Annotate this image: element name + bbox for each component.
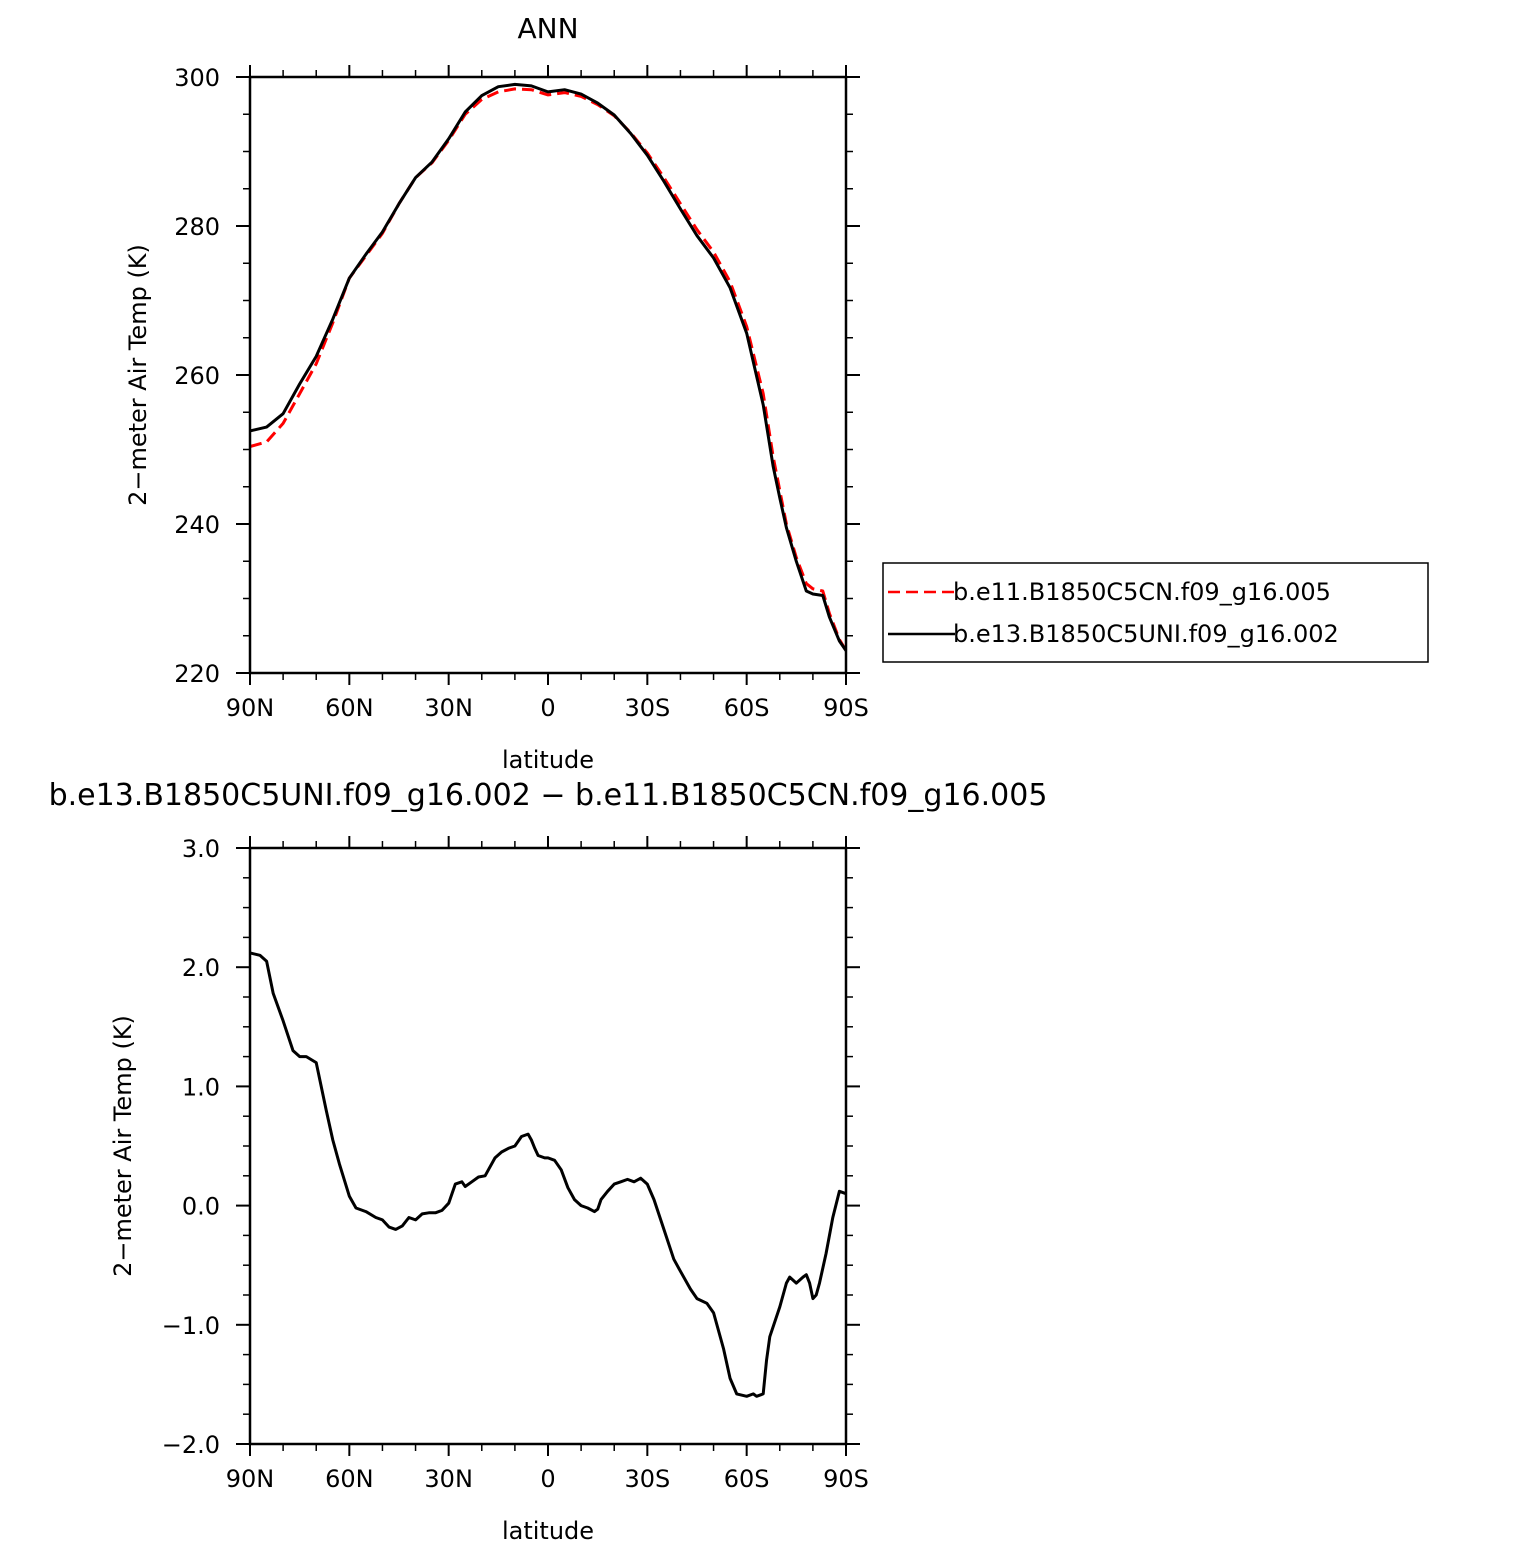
y-tick-label: 260 [174, 362, 220, 390]
bottom-panel: b.e13.B1850C5UNI.f09_g16.002 − b.e11.B18… [49, 778, 1048, 1545]
x-tick-label: 30N [424, 1465, 473, 1493]
y-tick-label: −2.0 [162, 1431, 220, 1459]
bottom-axis-ticks: 90N 60N 30N 0 30S 60S 90S 3.0 2.0 1.0 0.0 −1.0 −2.0 [162, 835, 869, 1493]
x-tick-label: 60N [325, 1465, 374, 1493]
top-x-axis-label: latitude [502, 746, 594, 774]
x-tick-label: 30S [624, 1465, 670, 1493]
series-line-2 [249, 82, 848, 652]
x-tick-label: 30S [624, 694, 670, 722]
x-tick-label: 90S [823, 1465, 869, 1493]
y-tick-label: 220 [174, 660, 220, 688]
x-tick-label: 60N [325, 694, 374, 722]
y-tick-label: 300 [174, 64, 220, 92]
top-y-axis-label: 2−meter Air Temp (K) [124, 244, 152, 506]
bottom-chart-title: b.e13.B1850C5UNI.f09_g16.002 − b.e11.B18… [49, 778, 1048, 813]
legend-label-series-2: b.e13.B1850C5UNI.f09_g16.002 [953, 620, 1339, 648]
y-tick-label: −1.0 [162, 1312, 220, 1340]
top-series-lines [249, 82, 848, 652]
x-tick-label: 60S [724, 1465, 770, 1493]
legend-label-series-1: b.e11.B1850C5CN.f09_g16.005 [953, 578, 1331, 606]
bottom-series-lines [249, 951, 847, 1398]
series-line-1 [249, 951, 847, 1398]
x-tick-label: 90S [823, 694, 869, 722]
y-tick-label: 3.0 [182, 835, 220, 863]
x-tick-label: 90N [226, 694, 275, 722]
x-tick-label: 0 [540, 1465, 555, 1493]
x-tick-label: 90N [226, 1465, 275, 1493]
x-tick-label: 60S [724, 694, 770, 722]
legend: b.e11.B1850C5CN.f09_g16.005 b.e13.B1850C… [882, 562, 1429, 663]
x-tick-label: 0 [540, 694, 555, 722]
y-tick-label: 2.0 [182, 954, 220, 982]
y-tick-label: 0.0 [182, 1193, 220, 1221]
bottom-y-axis-label: 2−meter Air Temp (K) [109, 1015, 137, 1277]
x-tick-label: 30N [424, 694, 473, 722]
top-chart-title: ANN [517, 12, 578, 45]
legend-box [882, 562, 1429, 663]
top-axis-ticks: 90N 60N 30N 0 30S 60S 90S 300 280 260 240 220 [174, 64, 869, 722]
bottom-plot-frame [248, 846, 848, 1446]
top-panel: ANN 90N 60N 30N 0 30S 60S 90S 300 280 260 240 220 l… [124, 12, 869, 774]
y-tick-label: 240 [174, 511, 220, 539]
y-tick-label: 280 [174, 213, 220, 241]
bottom-x-axis-label: latitude [502, 1517, 594, 1545]
y-tick-label: 1.0 [182, 1073, 220, 1101]
